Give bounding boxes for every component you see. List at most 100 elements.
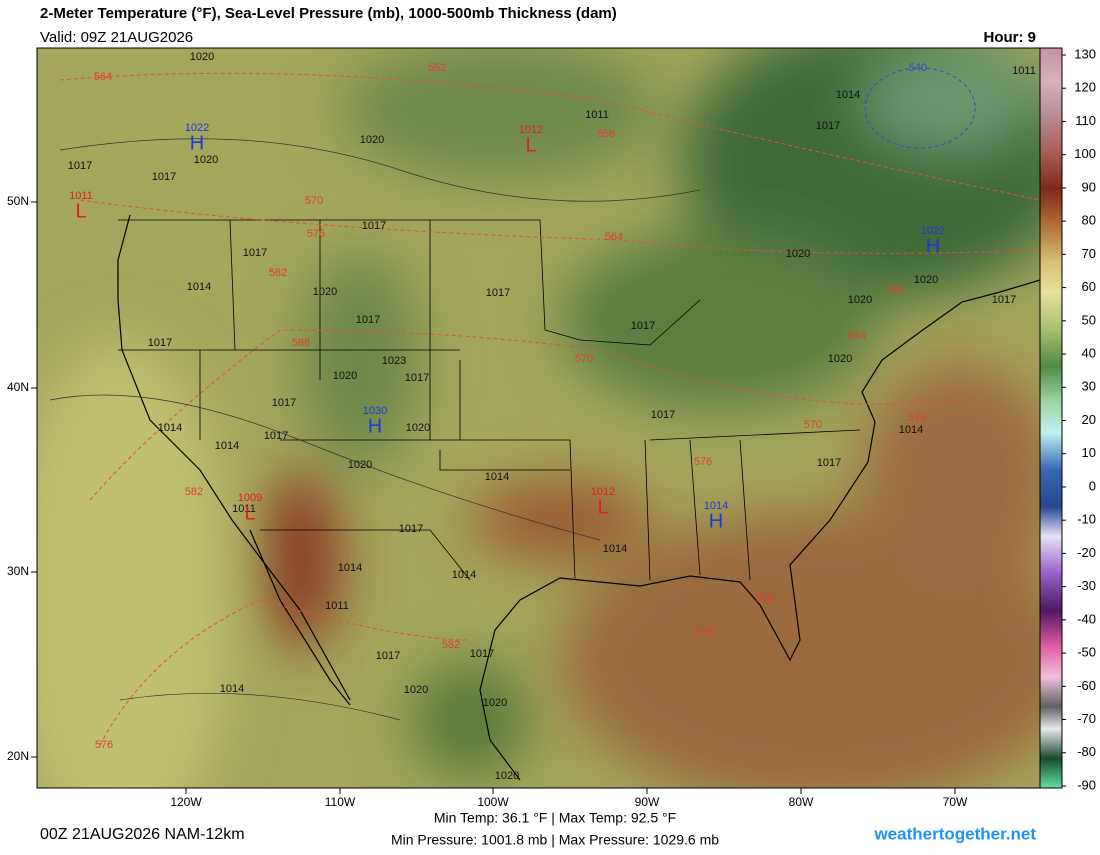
isobar-label: 1017 bbox=[356, 314, 380, 326]
isobar-label: 1020 bbox=[404, 684, 428, 696]
pressure-range: Min Pressure: 1001.8 mb | Max Pressure: … bbox=[391, 832, 719, 848]
isobar-label: 1017 bbox=[651, 409, 675, 421]
isobar-label: 1017 bbox=[152, 171, 176, 183]
thickness-label: 582 bbox=[442, 639, 460, 651]
pressure-center-value: 1022 bbox=[921, 225, 945, 237]
isobar-label: 1020 bbox=[914, 274, 938, 286]
lon-label: 70W bbox=[943, 795, 968, 809]
thickness-label: 564 bbox=[605, 231, 623, 243]
lat-label: 40N bbox=[7, 380, 29, 394]
pressure-center-value: 1014 bbox=[704, 500, 728, 512]
pressure-center-value: 1022 bbox=[185, 122, 209, 134]
colorbar-tick-label: -90 bbox=[1077, 777, 1096, 792]
colorbar-tick-label: 80 bbox=[1082, 213, 1096, 228]
thickness-label: 570 bbox=[804, 419, 822, 431]
title: 2-Meter Temperature (°F), Sea-Level Pres… bbox=[40, 5, 617, 22]
isobar-label: 1017 bbox=[992, 294, 1016, 306]
thickness-label: 576 bbox=[695, 626, 713, 638]
thickness-label: 576 bbox=[307, 228, 325, 240]
isobar-label: 1014 bbox=[338, 562, 362, 574]
lon-label: 110W bbox=[325, 795, 356, 809]
isobar-label: 1017 bbox=[148, 337, 172, 349]
thickness-label: 576 bbox=[908, 412, 926, 424]
model-run: 00Z 21AUG2026 NAM-12km bbox=[40, 826, 245, 843]
colorbar-tick-label: -70 bbox=[1077, 711, 1096, 726]
colorbar-tick-label: 100 bbox=[1074, 146, 1096, 161]
isobar-label: 1020 bbox=[194, 154, 218, 166]
colorbar-tick-label: 110 bbox=[1075, 113, 1096, 128]
isobar-label: 1017 bbox=[816, 120, 840, 132]
colorbar bbox=[1039, 47, 1063, 789]
isobar-label: 1014 bbox=[452, 569, 476, 581]
valid-time: Valid: 09Z 21AUG2026 bbox=[40, 29, 193, 46]
thickness-label: 552 bbox=[428, 62, 446, 74]
isobar-label: 1011 bbox=[585, 109, 609, 121]
pressure-center-symbol: L bbox=[525, 134, 536, 156]
isobar-label: 1017 bbox=[405, 372, 429, 384]
isobar-label: 1023 bbox=[382, 355, 406, 367]
isobar-label: 1020 bbox=[348, 459, 372, 471]
isobar-label: 1017 bbox=[486, 287, 510, 299]
isobar-label: 1014 bbox=[603, 543, 627, 555]
isobar-label: 1014 bbox=[485, 471, 509, 483]
colorbar-tick-label: 0 bbox=[1089, 478, 1096, 493]
isobar-label: 1020 bbox=[483, 697, 507, 709]
isobar-label: 1020 bbox=[786, 248, 810, 260]
thickness-label: 582 bbox=[185, 486, 203, 498]
pressure-center-value: 1012 bbox=[519, 124, 543, 136]
isobar-label: 1017 bbox=[68, 160, 92, 172]
colorbar-tick-label: -20 bbox=[1077, 545, 1096, 560]
isobar-label: 1017 bbox=[264, 430, 288, 442]
thickness-label: 582 bbox=[269, 267, 287, 279]
colorbar-tick-label: 10 bbox=[1082, 445, 1096, 460]
lat-label: 20N bbox=[7, 749, 29, 763]
colorbar-tick-label: 70 bbox=[1082, 246, 1096, 261]
pressure-center-value: 1012 bbox=[591, 486, 615, 498]
isobar-label: 1020 bbox=[848, 294, 872, 306]
colorbar-tick-label: -40 bbox=[1077, 611, 1096, 626]
colorbar-tick-label: 50 bbox=[1082, 312, 1096, 327]
isobar-label: 1020 bbox=[406, 422, 430, 434]
isobar-label: 1020 bbox=[828, 353, 852, 365]
pressure-center-symbol: L bbox=[75, 200, 86, 222]
pressure-center-symbol: H bbox=[709, 510, 723, 532]
pressure-center-symbol: H bbox=[190, 132, 204, 154]
isobar-label: 1011 bbox=[232, 503, 256, 515]
thickness-label: 570 bbox=[305, 195, 323, 207]
thickness-label: 576 bbox=[694, 456, 712, 468]
pressure-center-value: 1009 bbox=[238, 492, 262, 504]
temp-range: Min Temp: 36.1 °F | Max Temp: 92.5 °F bbox=[434, 810, 676, 826]
isobar-label: 1017 bbox=[272, 397, 296, 409]
thickness-label: 576 bbox=[756, 593, 774, 605]
colorbar-tick-label: -50 bbox=[1077, 645, 1096, 660]
lon-label: 100W bbox=[477, 795, 509, 809]
isobar-label: 1020 bbox=[313, 286, 337, 298]
isobar-label: 1014 bbox=[899, 424, 923, 436]
isobar-label: 1017 bbox=[399, 523, 423, 535]
isobar-label: 1017 bbox=[470, 648, 494, 660]
thickness-label: 570 bbox=[575, 353, 593, 365]
forecast-hour: Hour: 9 bbox=[984, 29, 1037, 46]
lon-label: 120W bbox=[170, 795, 202, 809]
isobar-label: 1014 bbox=[187, 281, 211, 293]
isobar-label: 1011 bbox=[1012, 65, 1036, 77]
thickness-label: 540 bbox=[909, 62, 927, 74]
isobar-label: 1017 bbox=[376, 650, 400, 662]
thickness-label: 558 bbox=[887, 284, 905, 296]
lat-label: 30N bbox=[7, 564, 29, 578]
isobar-label: 1014 bbox=[158, 422, 182, 434]
lon-label: 90W bbox=[635, 795, 660, 809]
isobar-label: 1011 bbox=[325, 600, 349, 612]
pressure-center-symbol: L bbox=[244, 502, 255, 524]
colorbar-tick-label: 30 bbox=[1082, 379, 1096, 394]
isobar-label: 1017 bbox=[362, 220, 386, 232]
thickness-label: 588 bbox=[292, 337, 310, 349]
pressure-center-symbol: L bbox=[597, 496, 608, 518]
thickness-label: 564 bbox=[848, 330, 866, 342]
colorbar-tick-label: 120 bbox=[1074, 80, 1096, 95]
isobar-label: 1020 bbox=[495, 770, 519, 782]
colorbar-tick-label: -80 bbox=[1077, 744, 1096, 759]
isobar-label: 1020 bbox=[360, 134, 384, 146]
colorbar-tick-label: 60 bbox=[1082, 279, 1096, 294]
pressure-center-value: 1011 bbox=[69, 190, 93, 202]
